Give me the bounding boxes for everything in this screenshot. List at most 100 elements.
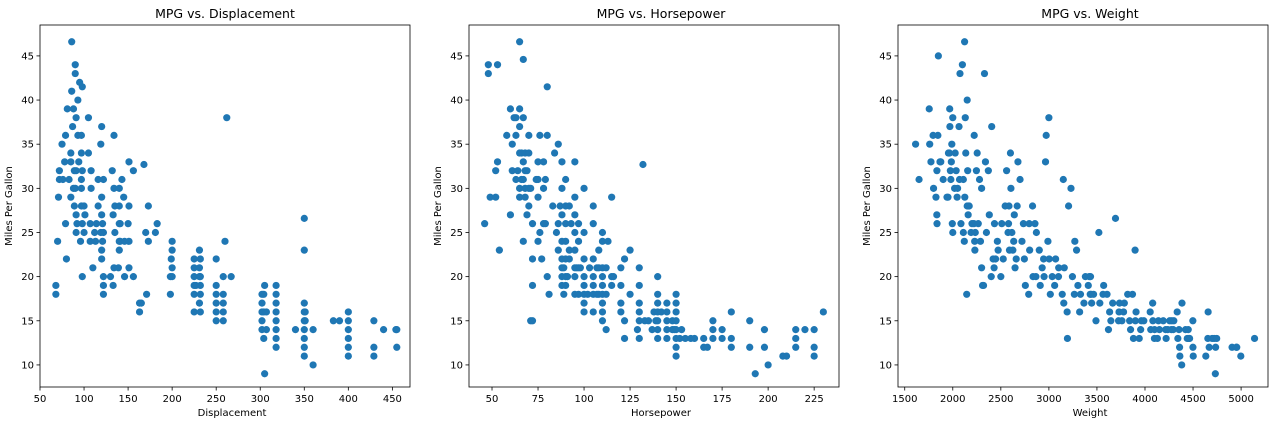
data-point (810, 343, 818, 351)
data-point (512, 175, 520, 184)
data-point (654, 290, 662, 298)
data-point (574, 220, 583, 228)
data-point (519, 158, 527, 166)
x-tick-label: 4500 (1180, 394, 1205, 405)
data-point (1131, 246, 1139, 254)
x-tick-label: 100 (75, 394, 94, 405)
y-axis-label: Miles Per Gallon (4, 166, 15, 246)
data-point (300, 343, 308, 351)
data-point (98, 246, 106, 254)
data-point (998, 220, 1006, 228)
data-point (1084, 281, 1092, 290)
x-tick-label: 75 (532, 394, 545, 405)
data-point (571, 273, 579, 281)
data-point (91, 237, 100, 245)
data-point (1126, 326, 1135, 334)
data-point (1070, 290, 1078, 298)
data-point (539, 158, 548, 166)
data-point (506, 211, 515, 219)
data-point (115, 184, 123, 192)
data-point (560, 264, 568, 272)
data-point (984, 167, 992, 175)
data-point (1170, 317, 1178, 325)
data-point (1149, 299, 1157, 307)
data-point (1111, 214, 1120, 222)
data-point (486, 193, 494, 201)
data-point (609, 273, 618, 281)
y-tick-label: 20 (21, 272, 34, 283)
data-point (190, 273, 198, 281)
data-point (73, 220, 81, 228)
data-point (663, 299, 671, 307)
data-point (558, 184, 566, 192)
data-point (190, 264, 198, 272)
data-point (1025, 220, 1033, 228)
data-point (961, 193, 969, 201)
data-point (370, 352, 378, 360)
data-point (272, 317, 280, 325)
data-point (272, 326, 280, 334)
data-point (76, 237, 85, 245)
data-point (99, 273, 108, 281)
data-point (644, 317, 653, 325)
y-tick-label: 40 (21, 96, 34, 107)
data-point (516, 122, 524, 131)
data-point (1046, 290, 1054, 298)
data-point (709, 317, 717, 325)
data-point (168, 237, 176, 245)
data-point (75, 158, 83, 166)
data-point (980, 69, 989, 78)
data-point (52, 290, 60, 298)
data-point (272, 281, 280, 290)
data-point (492, 193, 500, 201)
data-point (672, 290, 680, 298)
data-point (221, 237, 229, 245)
data-point (760, 326, 769, 334)
data-point (78, 220, 86, 228)
data-point (552, 228, 561, 237)
data-point (495, 246, 503, 254)
data-point (663, 334, 671, 343)
data-point (562, 281, 570, 290)
data-point (718, 334, 726, 343)
data-point (272, 343, 280, 351)
data-point (563, 273, 572, 281)
data-point (598, 308, 607, 316)
data-point (956, 69, 964, 78)
data-point (1072, 246, 1081, 254)
data-point (678, 326, 686, 334)
data-point (1031, 220, 1039, 228)
data-point (67, 193, 75, 201)
data-point (961, 38, 969, 46)
data-point (792, 326, 800, 334)
data-point (1107, 317, 1115, 325)
data-point (219, 299, 227, 307)
data-point (929, 184, 938, 192)
data-point (556, 202, 564, 210)
data-point (1118, 317, 1126, 325)
data-point (344, 326, 352, 334)
data-point (1020, 255, 1028, 263)
data-point (626, 290, 634, 298)
data-point (81, 211, 89, 219)
x-tick-label: 450 (383, 394, 402, 405)
data-point (1202, 352, 1210, 360)
x-tick-label: 350 (295, 394, 314, 405)
data-point (512, 114, 520, 122)
data-point (219, 308, 227, 316)
data-point (514, 167, 522, 175)
data-point (978, 264, 986, 272)
data-point (589, 220, 597, 228)
data-point (67, 158, 75, 166)
data-point (971, 237, 979, 245)
data-point (78, 167, 86, 175)
data-point (672, 299, 680, 307)
y-axis-label: Miles Per Gallon (433, 166, 444, 246)
data-point (86, 237, 94, 245)
data-point (1092, 317, 1100, 325)
data-point (945, 149, 954, 157)
data-point (654, 334, 662, 343)
data-point (62, 255, 71, 263)
x-tick-label: 100 (575, 394, 594, 405)
data-point (68, 38, 76, 46)
